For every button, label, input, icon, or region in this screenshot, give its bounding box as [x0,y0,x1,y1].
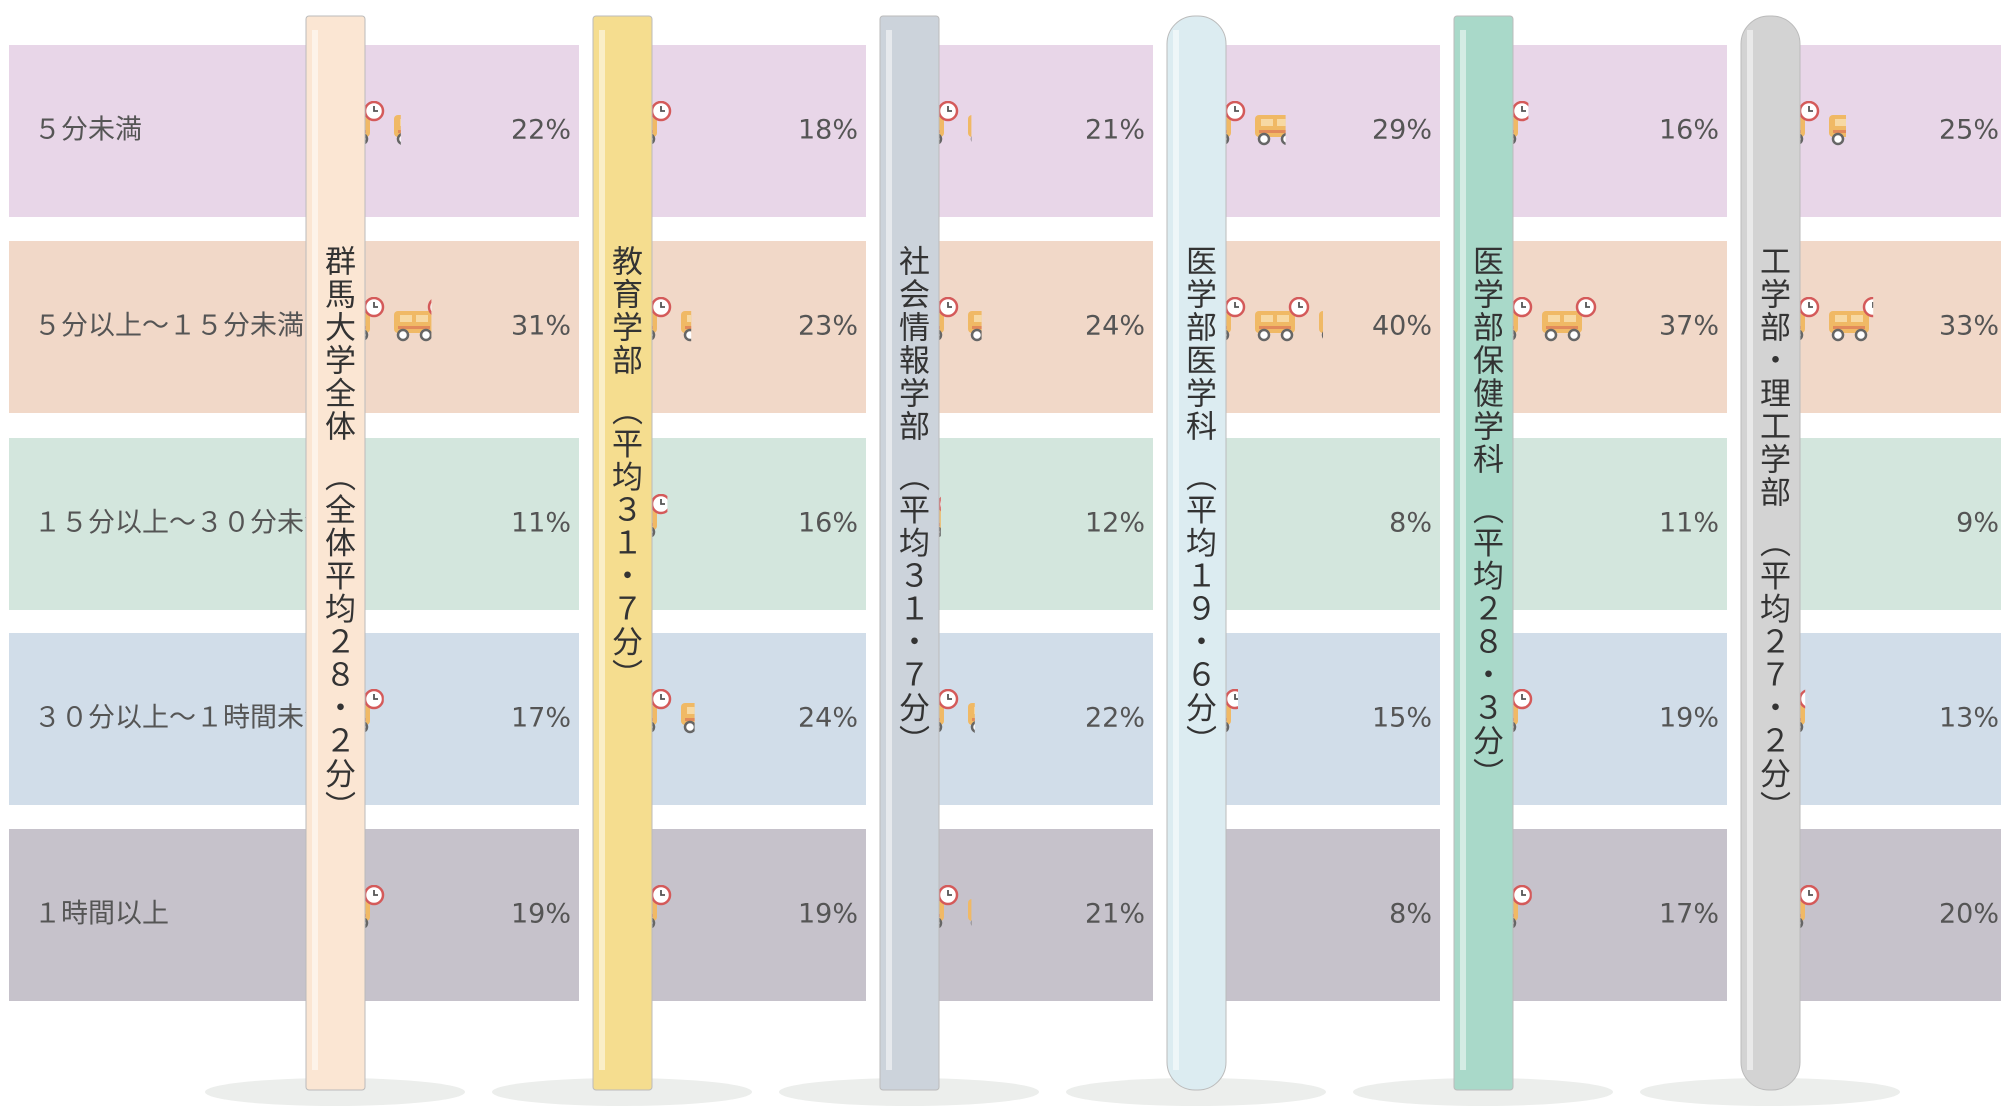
value-label: 11% [1659,508,1719,539]
value-label: 19% [798,899,858,930]
value-label: 21% [1085,115,1145,146]
value-label: 16% [798,508,858,539]
pillar-highlight [599,30,605,1070]
faculty-pillar [879,15,940,1091]
value-label: 29% [1372,115,1432,146]
series-name: 医学部医学科 （平均１９・６分） [1180,245,1217,758]
faculty-pillar [1166,15,1227,1091]
series-name: 社会情報学部 （平均３１・７分） [893,245,930,758]
value-label: 13% [1939,703,1999,734]
value-label: 17% [1659,899,1719,930]
value-label: 37% [1659,311,1719,342]
value-label: 18% [798,115,858,146]
row-band [9,633,579,805]
value-label: 25% [1939,115,1999,146]
row-label: ３０分以上～１時間未満 [34,703,331,734]
value-label: 17% [511,703,571,734]
value-label: 24% [798,703,858,734]
faculty-pillar [592,15,653,1091]
value-label: 20% [1939,899,1999,930]
faculty-pillar [1453,15,1514,1091]
value-label: 24% [1085,311,1145,342]
pillar-highlight [312,30,318,1070]
value-label: 8% [1389,508,1432,539]
value-label: 22% [511,115,571,146]
row-label: １５分以上～３０分未満 [34,508,331,539]
value-label: 23% [798,311,858,342]
row-label: ５分未満 [34,115,142,146]
row-band [9,438,579,610]
series-name: 工学部・理工学部 （平均２７・２分） [1754,245,1791,824]
value-label: 22% [1085,703,1145,734]
pillar-highlight [886,30,892,1070]
value-label: 11% [511,508,571,539]
value-label: 40% [1372,311,1432,342]
row-band [9,45,579,217]
series-name: 群馬大学全体 （全体平均２８・２分） [319,245,356,824]
series-name: 医学部保健学科 （平均２８・３分） [1467,245,1504,791]
value-label: 15% [1372,703,1432,734]
row-label: ５分以上～１５分未満 [34,311,304,342]
value-label: 33% [1939,311,1999,342]
series-name: 教育学部 （平均３１・７分） [606,245,643,692]
ground [205,1078,1900,1106]
row-band [9,241,579,413]
value-label: 19% [1659,703,1719,734]
value-label: 8% [1389,899,1432,930]
pillar-highlight [1747,30,1753,1070]
value-label: 31% [511,311,571,342]
value-label: 9% [1956,508,1999,539]
pillar-highlight [1460,30,1466,1070]
value-label: 12% [1085,508,1145,539]
row-label: １時間以上 [34,899,169,930]
faculty-pillar [305,15,366,1091]
value-label: 21% [1085,899,1145,930]
value-label: 19% [511,899,571,930]
row-band [9,829,579,1001]
pillar-highlight [1173,30,1179,1070]
value-label: 16% [1659,115,1719,146]
faculty-pillar [1740,15,1801,1091]
